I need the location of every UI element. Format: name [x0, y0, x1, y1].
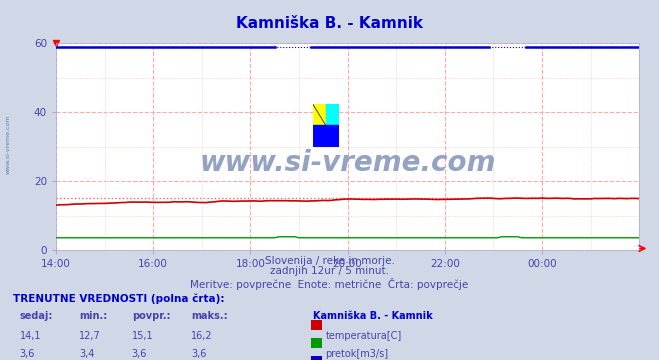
Text: 3,6: 3,6: [132, 349, 147, 359]
Text: 14,1: 14,1: [20, 331, 42, 341]
Text: Kamniška B. - Kamnik: Kamniška B. - Kamnik: [313, 311, 433, 321]
Text: 16,2: 16,2: [191, 331, 213, 341]
Text: min.:: min.:: [79, 311, 107, 321]
Text: povpr.:: povpr.:: [132, 311, 170, 321]
Text: Meritve: povprečne  Enote: metrične  Črta: povprečje: Meritve: povprečne Enote: metrične Črta:…: [190, 278, 469, 290]
Text: zadnjih 12ur / 5 minut.: zadnjih 12ur / 5 minut.: [270, 266, 389, 276]
Text: www.si-vreme.com: www.si-vreme.com: [6, 114, 11, 174]
Text: Kamniška B. - Kamnik: Kamniška B. - Kamnik: [236, 16, 423, 31]
Text: 3,6: 3,6: [191, 349, 206, 359]
Text: TRENUTNE VREDNOSTI (polna črta):: TRENUTNE VREDNOSTI (polna črta):: [13, 293, 225, 304]
Text: Slovenija / reke in morje.: Slovenija / reke in morje.: [264, 256, 395, 266]
Text: pretok[m3/s]: pretok[m3/s]: [326, 349, 389, 359]
Text: 3,4: 3,4: [79, 349, 94, 359]
Text: 15,1: 15,1: [132, 331, 154, 341]
Text: 3,6: 3,6: [20, 349, 35, 359]
Text: www.si-vreme.com: www.si-vreme.com: [200, 149, 496, 177]
Text: 12,7: 12,7: [79, 331, 101, 341]
Text: maks.:: maks.:: [191, 311, 228, 321]
Text: sedaj:: sedaj:: [20, 311, 53, 321]
Text: temperatura[C]: temperatura[C]: [326, 331, 402, 341]
